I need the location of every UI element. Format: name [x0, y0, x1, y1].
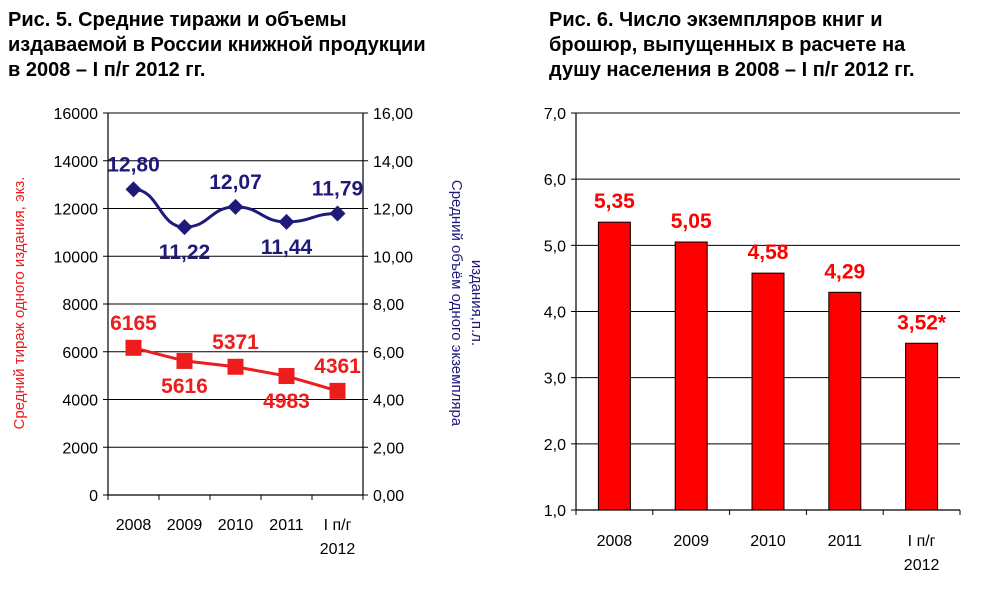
x-tick-label: 2012 — [320, 541, 356, 558]
data-label-0: 12,07 — [209, 171, 262, 194]
bar-value-label: 5,05 — [671, 210, 712, 233]
y-tick-label: 2,0 — [544, 437, 566, 454]
y-left-tick-label: 4000 — [62, 393, 98, 410]
data-label-1: 4361 — [314, 355, 361, 378]
bar-value-label: 4,29 — [824, 260, 865, 283]
bar-value-label: 5,35 — [594, 190, 635, 213]
bar — [674, 241, 708, 511]
y-left-tick-label: 12000 — [54, 202, 99, 219]
x-tick-label: 2009 — [673, 533, 709, 550]
line-chart: 0 2000 4000 6000 8000 10000 12000 14000 16000 0,0… — [11, 106, 485, 558]
series-marker-1 — [278, 368, 295, 385]
y-left-tick-label: 6000 — [62, 345, 98, 362]
y-tick-label: 4,0 — [544, 305, 566, 322]
series-marker-0 — [227, 198, 244, 215]
bar-value-label: 3,52* — [897, 311, 947, 334]
data-label-0: 11,79 — [312, 178, 363, 201]
series-marker-0 — [176, 219, 193, 236]
series-marker-0 — [125, 181, 142, 198]
x-tick-label: 2011 — [828, 533, 863, 550]
y-right-tick-label: 10,00 — [373, 249, 413, 266]
data-label-1: 5616 — [161, 375, 208, 398]
y-left-tick-label: 2000 — [62, 440, 98, 457]
data-label-0: 11,22 — [159, 241, 210, 264]
x-tick-label: 2008 — [597, 533, 633, 550]
bar — [905, 342, 939, 511]
x-tick-label: 2008 — [116, 517, 152, 534]
bar — [597, 221, 631, 511]
x-tick-label: I п/г — [324, 517, 352, 534]
y-right-tick-label: 6,00 — [373, 345, 404, 362]
y-tick-label: 6,0 — [544, 172, 566, 189]
y-right-tick-label: 0,00 — [373, 488, 404, 505]
y-right-tick-label: 2,00 — [373, 440, 404, 457]
series-marker-1 — [329, 382, 346, 399]
y-right-tick-label: 12,00 — [373, 202, 413, 219]
series-marker-1 — [176, 352, 193, 369]
bar-value-label: 4,58 — [748, 241, 789, 264]
data-label-0: 11,44 — [261, 236, 313, 259]
bar — [828, 291, 862, 511]
y-tick-label: 5,0 — [544, 238, 566, 255]
y-right-tick-label: 4,00 — [373, 393, 404, 410]
x-tick-label: 2010 — [218, 517, 254, 534]
y-right-tick-label: 8,00 — [373, 297, 404, 314]
chart6-title: Рис. 6. Число экземпляров книг и брошюр,… — [549, 9, 915, 81]
y-tick-label: 7,0 — [544, 106, 566, 123]
bar — [751, 272, 785, 511]
series-marker-0 — [329, 205, 346, 222]
chart5-title: Рис. 5. Средние тиражи и объемы издаваем… — [8, 9, 426, 81]
y-left-tick-label: 8000 — [62, 297, 98, 314]
series-marker-1 — [125, 339, 142, 356]
y-left-tick-label: 16000 — [54, 106, 99, 123]
data-label-1: 4983 — [263, 390, 310, 413]
y-tick-label: 3,0 — [544, 371, 566, 388]
y-left-tick-label: 14000 — [54, 154, 99, 171]
x-tick-label: 2011 — [269, 517, 304, 534]
data-label-1: 6165 — [110, 312, 157, 335]
series-marker-0 — [278, 213, 295, 230]
x-tick-label: 2010 — [750, 533, 786, 550]
y-left-tick-label: 0 — [89, 488, 98, 505]
y-right-tick-label: 14,00 — [373, 154, 413, 171]
y-tick-label: 1,0 — [544, 503, 566, 520]
data-label-1: 5371 — [212, 331, 259, 354]
y-left-tick-label: 10000 — [54, 249, 99, 266]
y-right-axis-title: издания,п.л. — [468, 260, 485, 346]
series-marker-1 — [227, 358, 244, 375]
x-tick-label: 2012 — [904, 557, 940, 574]
data-label-0: 12,80 — [107, 153, 160, 176]
x-tick-label: 2009 — [167, 517, 203, 534]
x-tick-label: I п/г — [908, 533, 936, 550]
y-left-axis-title: Средний тираж одного издания, экз. — [11, 177, 28, 430]
y-right-axis-title: Средний объём одного экземпляра — [448, 180, 465, 427]
y-right-tick-label: 16,00 — [373, 106, 413, 123]
